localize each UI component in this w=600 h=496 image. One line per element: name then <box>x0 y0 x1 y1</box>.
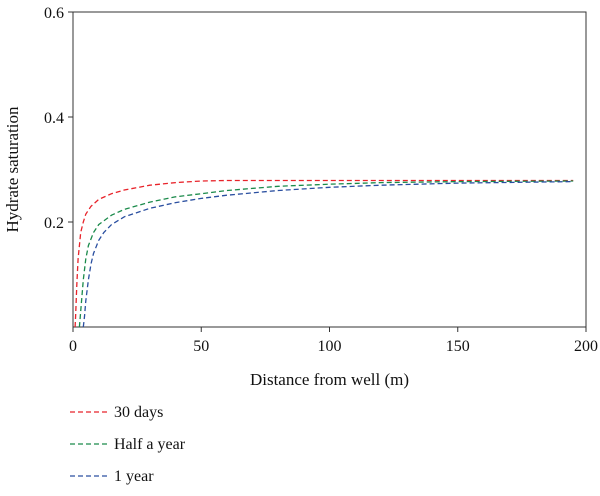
y-tick-label: 0.6 <box>44 5 64 22</box>
x-tick-label: 50 <box>193 338 209 355</box>
x-tick-label: 100 <box>318 338 342 355</box>
series-layer <box>74 179 574 328</box>
x-axis-label: Distance from well (m) <box>250 370 409 389</box>
x-tick-label: 200 <box>574 338 598 355</box>
x-tick-label: 0 <box>69 338 77 355</box>
legend: 30 days Half a year 1 year <box>70 404 186 485</box>
legend-label-3: 1 year <box>114 468 154 485</box>
plot-area <box>72 11 587 328</box>
legend-label-1: 30 days <box>114 404 163 421</box>
y-tick-label: 0.2 <box>44 215 64 232</box>
plot-frame <box>72 11 587 328</box>
series-line-2 <box>78 180 574 328</box>
legend-label-2: Half a year <box>114 436 186 453</box>
y-tick-label: 0.4 <box>44 110 64 127</box>
x-tick-label: 150 <box>446 338 470 355</box>
series-line-1 <box>74 179 574 328</box>
series-line-3 <box>82 180 574 328</box>
axes-layer: 0 50 100 150 200 0.2 0.4 0.6 <box>44 5 598 355</box>
y-axis-label: Hydrate saturation <box>3 106 22 233</box>
